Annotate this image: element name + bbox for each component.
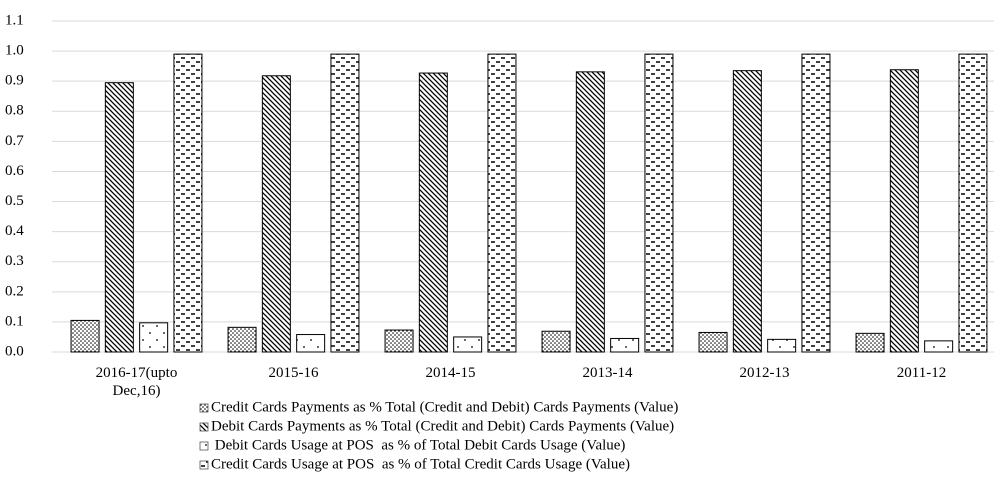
bar (139, 322, 169, 353)
bar (104, 82, 134, 353)
bar (924, 340, 954, 353)
bar (889, 69, 919, 353)
x-tick-label: 2011-12 (896, 365, 947, 381)
x-tick-label: 2015-16 (268, 365, 319, 381)
y-tick-label: 0.0 (5, 343, 24, 359)
bar (261, 75, 291, 353)
y-tick-label: 0.8 (5, 103, 24, 119)
bar (173, 53, 203, 353)
x-tick-label: 2014-15 (425, 365, 476, 381)
bar (767, 338, 797, 353)
bar (453, 336, 483, 353)
y-tick-label: 0.1 (5, 313, 24, 329)
legend-swatch (199, 441, 209, 451)
bar (330, 53, 360, 353)
bar (732, 70, 762, 353)
bar (855, 332, 885, 353)
bar (227, 326, 257, 353)
legend-label: Debit Cards Usage at POS as % of Total D… (211, 437, 625, 453)
legend-label: Credit Cards Payments as % Total (Credit… (211, 399, 678, 415)
bar (70, 319, 100, 353)
bar (698, 331, 728, 353)
bar (610, 337, 640, 353)
x-tick-label: 2016-17(upto Dec,16) (95, 365, 178, 399)
y-tick-label: 0.7 (5, 133, 24, 149)
y-tick-label: 0.6 (5, 163, 24, 179)
y-tick-label: 1.0 (5, 43, 24, 59)
bar (575, 71, 605, 353)
bar (296, 334, 326, 353)
legend-swatch (199, 403, 209, 413)
y-tick-label: 0.2 (5, 283, 24, 299)
y-tick-label: 0.5 (5, 193, 24, 209)
x-tick-label: 2013-14 (582, 365, 633, 381)
y-tick-label: 0.4 (5, 223, 24, 239)
y-tick-label: 0.9 (5, 73, 24, 89)
bar (541, 330, 571, 353)
x-tick-label: 2012-13 (739, 365, 790, 381)
bar (487, 53, 517, 353)
bar (384, 329, 414, 353)
y-tick-label: 0.3 (5, 253, 24, 269)
legend-label: Debit Cards Payments as % Total (Credit … (211, 418, 674, 434)
bar (801, 53, 831, 353)
legend-label: Credit Cards Usage at POS as % of Total … (211, 456, 630, 472)
bar (958, 53, 988, 353)
bar (644, 53, 674, 353)
y-tick-label: 1.1 (5, 12, 24, 28)
bar (418, 72, 448, 353)
legend-swatch (199, 422, 209, 432)
legend-swatch (199, 460, 209, 470)
